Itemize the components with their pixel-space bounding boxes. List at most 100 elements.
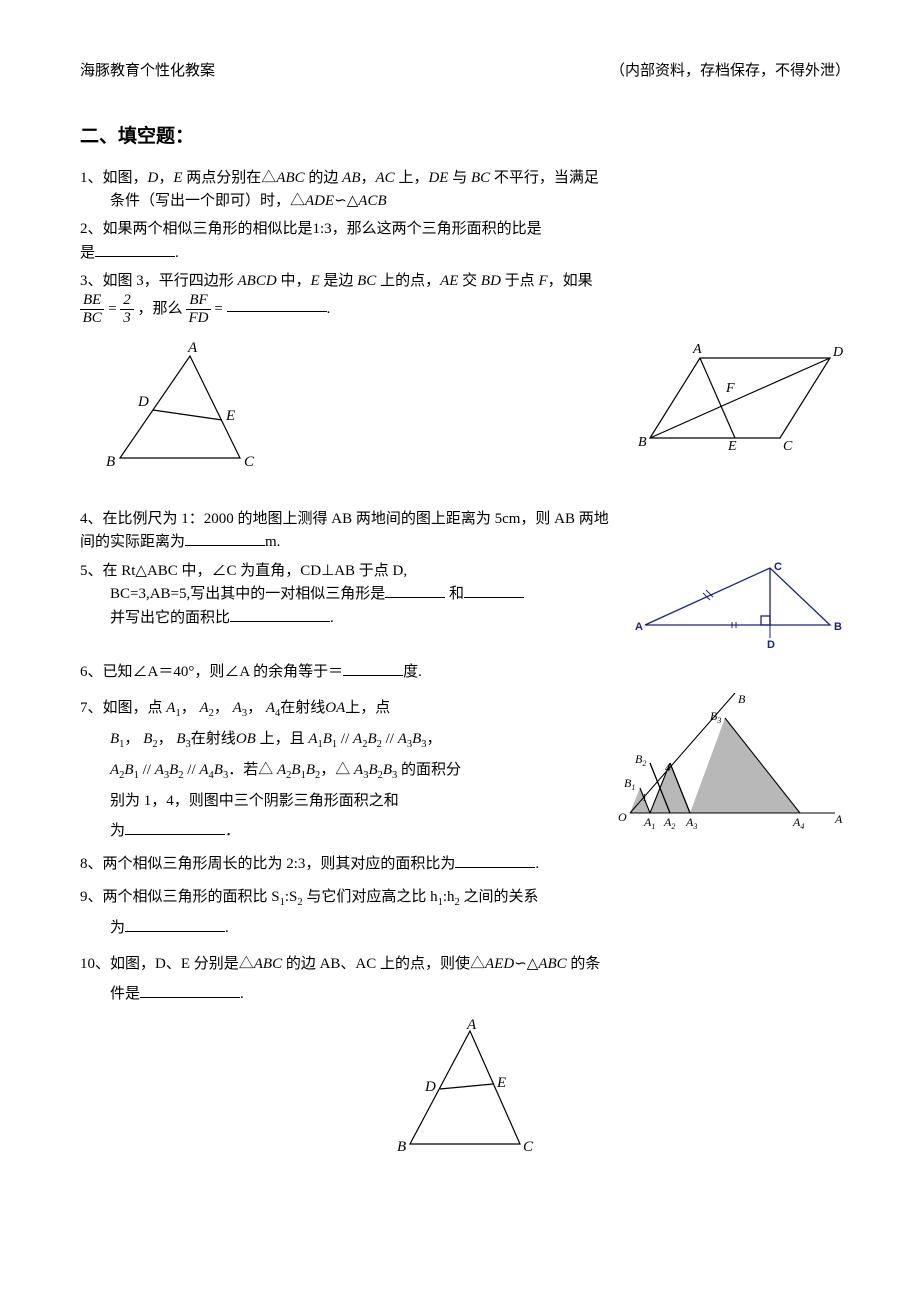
question-8: 8、两个相似三角形周长的比为 2:3，则其对应的面积比为. (80, 852, 850, 876)
page-header: 海豚教育个性化教案 （内部资料，存档保存，不得外泄） (80, 60, 850, 83)
q3-E: E (310, 273, 319, 289)
q9-p3: 与它们对应高之比 h (303, 889, 438, 905)
question-4: 4、在比例尺为 1：2000 的地图上测得 AB 两地间的图上距离为 5cm，则… (80, 508, 850, 554)
q7-A2: A2 (199, 700, 213, 716)
q7-c4: ， (124, 731, 139, 747)
q1-t7: 与 (448, 170, 471, 186)
q2-tail: 是 (80, 245, 95, 261)
q7-tail: ． (225, 823, 240, 839)
q1-BC: BC (471, 170, 490, 186)
q7-c5: ， (158, 731, 173, 747)
q7-l1f: 上，点 (345, 700, 390, 716)
q3-F: F (538, 273, 547, 289)
question-6: 6、已知∠A＝40°，则∠A 的余角等于＝ 度. (80, 660, 850, 684)
question-7: 7、如图，点 A1， A2， A3， A4在射线OA上，点 B1， B2， B3… (80, 693, 850, 846)
q4-unit: m. (265, 534, 280, 550)
q1-E: E (173, 170, 182, 186)
q1-AC: AC (376, 170, 395, 186)
q1-text: 1、如图， (80, 170, 148, 186)
q7-A3B3: A3B3 (398, 731, 427, 747)
q1-ACB: ACB (358, 193, 386, 209)
q10-p3: ∽△ (514, 956, 538, 972)
q7-l3c: ．若△ (228, 762, 273, 778)
q7-A2B2: A2B2 (353, 731, 382, 747)
q7-c6: ， (427, 731, 442, 747)
q3-p1: 3、如图 3，平行四边形 (80, 273, 238, 289)
fig1-B: B (106, 454, 115, 470)
q4-p1: 4、在比例尺为 1：2000 的地图上测得 AB 两地间的图上距离为 5cm，则… (80, 511, 609, 527)
q6-p2: 度. (403, 664, 422, 680)
q7-par2: // (382, 731, 398, 747)
fig7-four: 4 (665, 762, 671, 774)
q1-ADE: ADE (305, 193, 334, 209)
q9-blank (125, 916, 225, 932)
q4-p2: 间的实际距离为 (80, 534, 185, 550)
q9-p2: :S (285, 889, 298, 905)
q7-l3s (80, 762, 110, 778)
q3-BD: BD (481, 273, 501, 289)
fig7-A4l: A4 (792, 815, 804, 831)
q10-p2: 的边 AB、AC 上的点，则使△ (282, 956, 485, 972)
q10-ABC2: ABC (538, 956, 566, 972)
q9-p4: :h (443, 889, 455, 905)
fig7-B: B (738, 693, 746, 706)
q1-t6: 上， (395, 170, 429, 186)
q3-f3n: BF (186, 293, 210, 310)
q3-frac1: BEBC (80, 293, 104, 326)
fig7-B1l: B1 (624, 776, 635, 792)
q2-blank (95, 241, 175, 257)
q7-A1B1: A1B1 (308, 731, 337, 747)
figure-row-1: A B C D E A D B C E F (80, 338, 850, 478)
q1-line2: 条件（写出一个即可）时，△ (80, 193, 305, 209)
question-9: 9、两个相似三角形的面积比 S1:S2 与它们对应高之比 h1:h2 之间的关系… (80, 882, 850, 943)
q7-par4: // (184, 762, 200, 778)
q3-f1d: BC (80, 310, 104, 326)
q2-period: . (175, 245, 179, 261)
q9-tail: . (225, 920, 229, 936)
q1-t3: 两点分别在△ (183, 170, 277, 186)
q3-f2n: 2 (120, 293, 134, 310)
q7-l4: 别为 1，4，则图中三个阴影三角形面积之和 (80, 793, 399, 809)
q10-p5: 件是 (80, 986, 140, 1002)
q10-ABC: ABC (254, 956, 282, 972)
q5-and: 和 (449, 586, 464, 602)
q3-AE: AE (440, 273, 458, 289)
q3-p7: ，如果 (548, 273, 593, 289)
q3-blank (227, 296, 327, 312)
q3-frac2: 23 (120, 293, 134, 326)
q7-par3: // (139, 762, 155, 778)
q7-A4: A4 (266, 700, 280, 716)
q3-f3d: FD (186, 310, 210, 326)
q1-sim: ∽△ (334, 193, 358, 209)
fig3-E: E (727, 439, 737, 454)
q5-blank1 (385, 582, 445, 598)
fig10-B: B (397, 1139, 406, 1155)
q3-p4: 上的点， (376, 273, 440, 289)
fig3-F: F (725, 381, 735, 396)
q1-AB: AB (342, 170, 360, 186)
q7-t2: A3B2B3 (354, 762, 397, 778)
q6-p1: 6、已知∠A＝40°，则∠A 的余角等于＝ (80, 664, 343, 680)
fig10-D: D (424, 1079, 436, 1095)
q9-p1: 9、两个相似三角形的面积比 S (80, 889, 280, 905)
fig7-A: A (834, 812, 843, 826)
fig7-O: O (618, 810, 627, 824)
q7-A4B3: A4B3 (199, 762, 228, 778)
header-right: （内部资料，存档保存，不得外泄） (610, 60, 850, 83)
q5-l1: 5、在 Rt△ABC 中，∠C 为直角，CD⊥AB 于点 D, (80, 563, 407, 579)
q3-tail: . (327, 300, 331, 316)
figure-q3: A D B C E F (630, 338, 850, 458)
q1-D: D (148, 170, 159, 186)
q3-p2: 中， (277, 273, 311, 289)
q10-blank (140, 982, 240, 998)
q7-A3B2: A3B2 (155, 762, 184, 778)
q5-tail: . (330, 610, 334, 626)
q1-DE: DE (428, 170, 448, 186)
q7-l3d: ，△ (320, 762, 350, 778)
q7-A3: A3 (233, 700, 247, 716)
q8-blank (455, 852, 535, 868)
q7-l2b: 在射线 (191, 731, 236, 747)
q10-AED: AED (485, 956, 514, 972)
fig10-E: E (496, 1075, 506, 1091)
q7-l1a: 7、如图，点 (80, 700, 166, 716)
